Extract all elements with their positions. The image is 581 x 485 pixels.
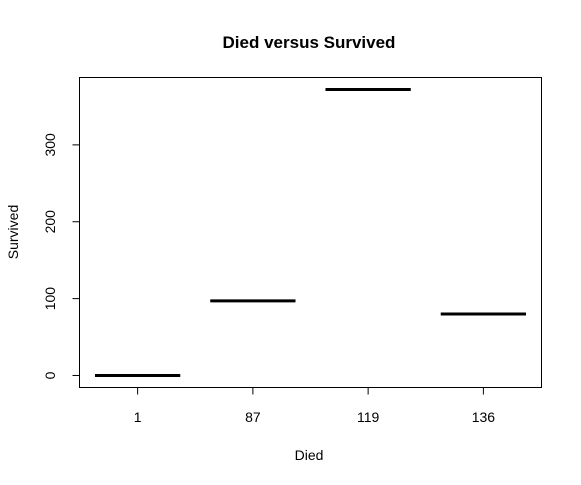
x-tick-label-119: 119 [357,409,380,425]
y-axis: 0 100 200 300 [42,133,80,379]
x-axis: 1 87 119 136 [134,387,496,425]
x-tick-label-136: 136 [472,409,496,425]
x-tick-label-1: 1 [134,409,142,425]
data-segments [94,88,527,377]
y-tick-label-0: 0 [42,371,58,379]
y-axis-label: Survived [5,205,21,259]
x-axis-label: Died [295,447,324,463]
x-tick-label-87: 87 [245,409,261,425]
y-tick-label-200: 200 [42,210,58,234]
plot-area-frame [79,77,542,388]
y-tick-label-100: 100 [42,287,58,311]
y-tick-label-300: 300 [42,133,58,157]
chart-title: Died versus Survived [223,33,396,52]
